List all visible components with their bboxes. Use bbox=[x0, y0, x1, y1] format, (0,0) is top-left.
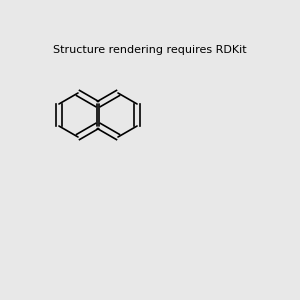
Text: Structure rendering requires RDKit: Structure rendering requires RDKit bbox=[53, 45, 247, 55]
